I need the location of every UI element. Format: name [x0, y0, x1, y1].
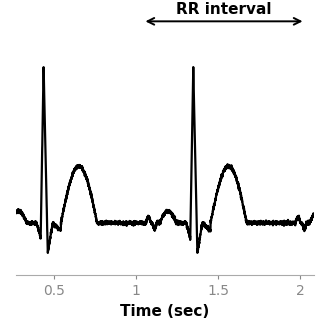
X-axis label: Time (sec): Time (sec) — [120, 304, 209, 319]
Text: RR interval: RR interval — [176, 2, 272, 17]
